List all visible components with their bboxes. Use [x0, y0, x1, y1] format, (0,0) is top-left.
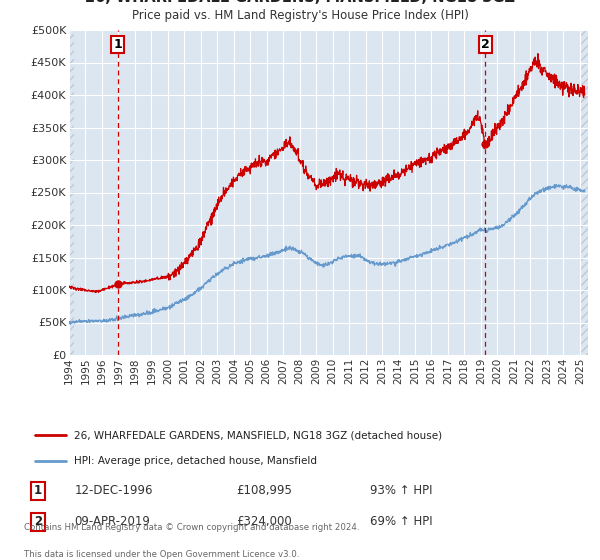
Text: 26, WHARFEDALE GARDENS, MANSFIELD, NG18 3GZ: 26, WHARFEDALE GARDENS, MANSFIELD, NG18 …	[85, 0, 515, 4]
Text: This data is licensed under the Open Government Licence v3.0.: This data is licensed under the Open Gov…	[24, 550, 299, 559]
Text: 2: 2	[34, 515, 42, 528]
Text: Contains HM Land Registry data © Crown copyright and database right 2024.: Contains HM Land Registry data © Crown c…	[24, 523, 359, 532]
Text: 09-APR-2019: 09-APR-2019	[74, 515, 150, 528]
Text: £324,000: £324,000	[236, 515, 292, 528]
Text: HPI: Average price, detached house, Mansfield: HPI: Average price, detached house, Mans…	[74, 456, 317, 466]
Text: 93% ↑ HPI: 93% ↑ HPI	[370, 484, 433, 497]
Text: Price paid vs. HM Land Registry's House Price Index (HPI): Price paid vs. HM Land Registry's House …	[131, 9, 469, 22]
Text: 2: 2	[481, 38, 490, 51]
Text: 1: 1	[113, 38, 122, 51]
Text: 12-DEC-1996: 12-DEC-1996	[74, 484, 153, 497]
Text: £108,995: £108,995	[236, 484, 292, 497]
Text: 69% ↑ HPI: 69% ↑ HPI	[370, 515, 433, 528]
Text: 1: 1	[34, 484, 42, 497]
Text: 26, WHARFEDALE GARDENS, MANSFIELD, NG18 3GZ (detached house): 26, WHARFEDALE GARDENS, MANSFIELD, NG18 …	[74, 431, 442, 440]
